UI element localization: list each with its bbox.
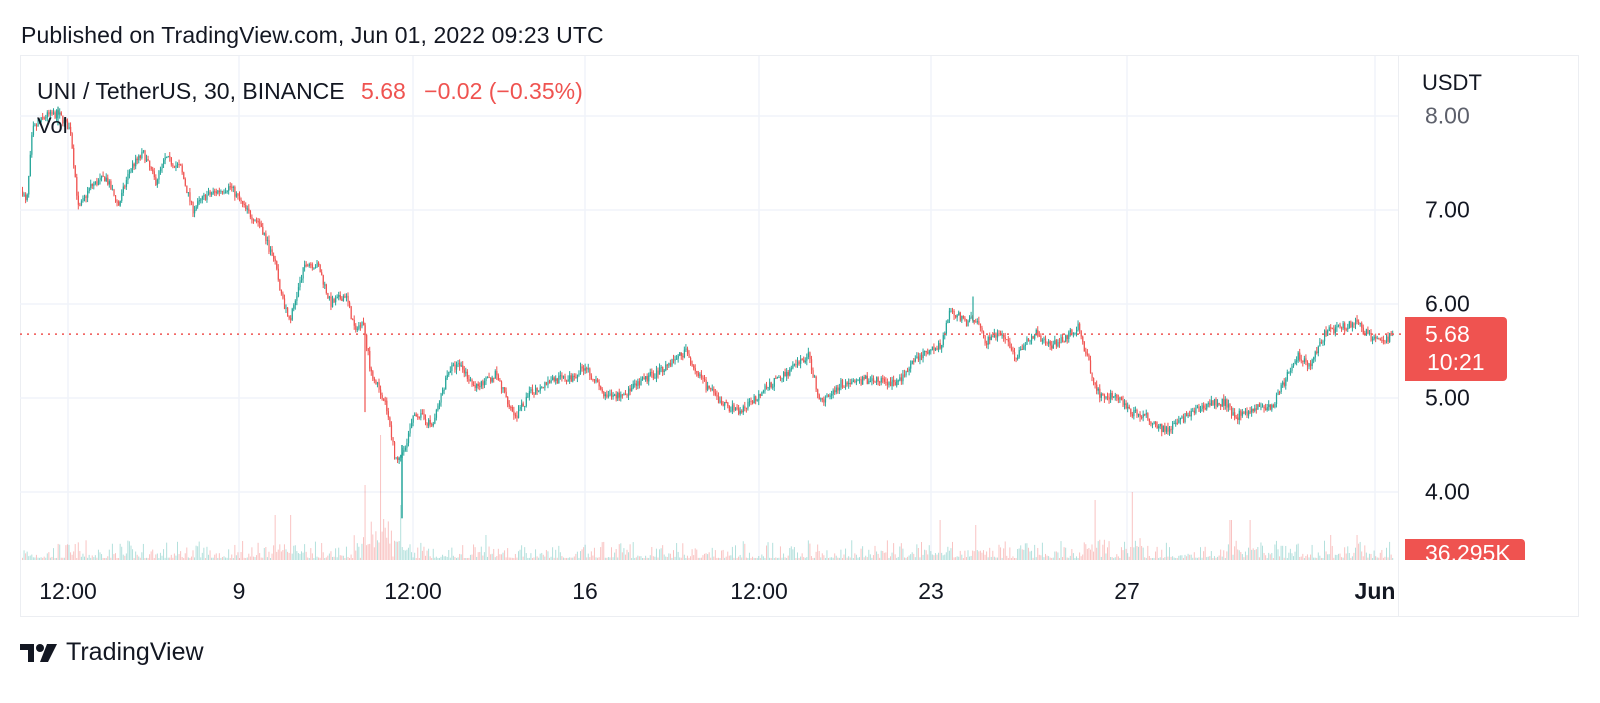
tradingview-wordmark: TradingView: [66, 638, 204, 666]
chart-frame: [20, 55, 1579, 617]
price-change: −0.02 (−0.35%): [424, 78, 583, 104]
x-tick-6: 27: [1114, 578, 1140, 604]
x-tick-7: Jun: [1354, 578, 1396, 604]
last-price-tag-value: 5.68: [1425, 321, 1470, 347]
x-tick-4: 12:00: [730, 578, 788, 604]
x-tick-3: 16: [572, 578, 598, 604]
tradingview-logo-icon: [20, 643, 57, 662]
volume-legend[interactable]: Vol: [37, 113, 68, 138]
volume-tag: 36.295K: [1405, 539, 1525, 560]
symbol-legend: UNI / TetherUS, 30, BINANCE 5.68 −0.02 (…: [37, 78, 583, 105]
volume-tag-value: 36.295K: [1425, 540, 1511, 560]
last-price-tag: 5.68 10:21: [1405, 317, 1507, 381]
x-tick-2: 12:00: [384, 578, 442, 604]
volume-bars: [22, 435, 1394, 560]
last-price: 5.68: [361, 78, 406, 104]
x-tick-1: 9: [232, 578, 246, 604]
x-tick-5: 23: [918, 578, 944, 604]
currency-label: USDT: [1422, 70, 1482, 95]
bar-countdown: 10:21: [1427, 349, 1485, 375]
symbol-name[interactable]: UNI / TetherUS, 30, BINANCE: [37, 78, 345, 104]
y-tick-4: 4.00: [1425, 478, 1470, 505]
y-tick-7: 7.00: [1425, 196, 1470, 223]
y-tick-5: 5.00: [1425, 384, 1470, 411]
price-axis-separator: [1398, 55, 1399, 617]
published-caption: Published on TradingView.com, Jun 01, 20…: [21, 22, 604, 48]
tradingview-brand[interactable]: TradingView: [20, 638, 204, 667]
x-tick-0: 12:00: [39, 578, 97, 604]
y-tick-8: 8.00: [1425, 102, 1470, 129]
y-tick-6: 6.00: [1425, 290, 1470, 317]
